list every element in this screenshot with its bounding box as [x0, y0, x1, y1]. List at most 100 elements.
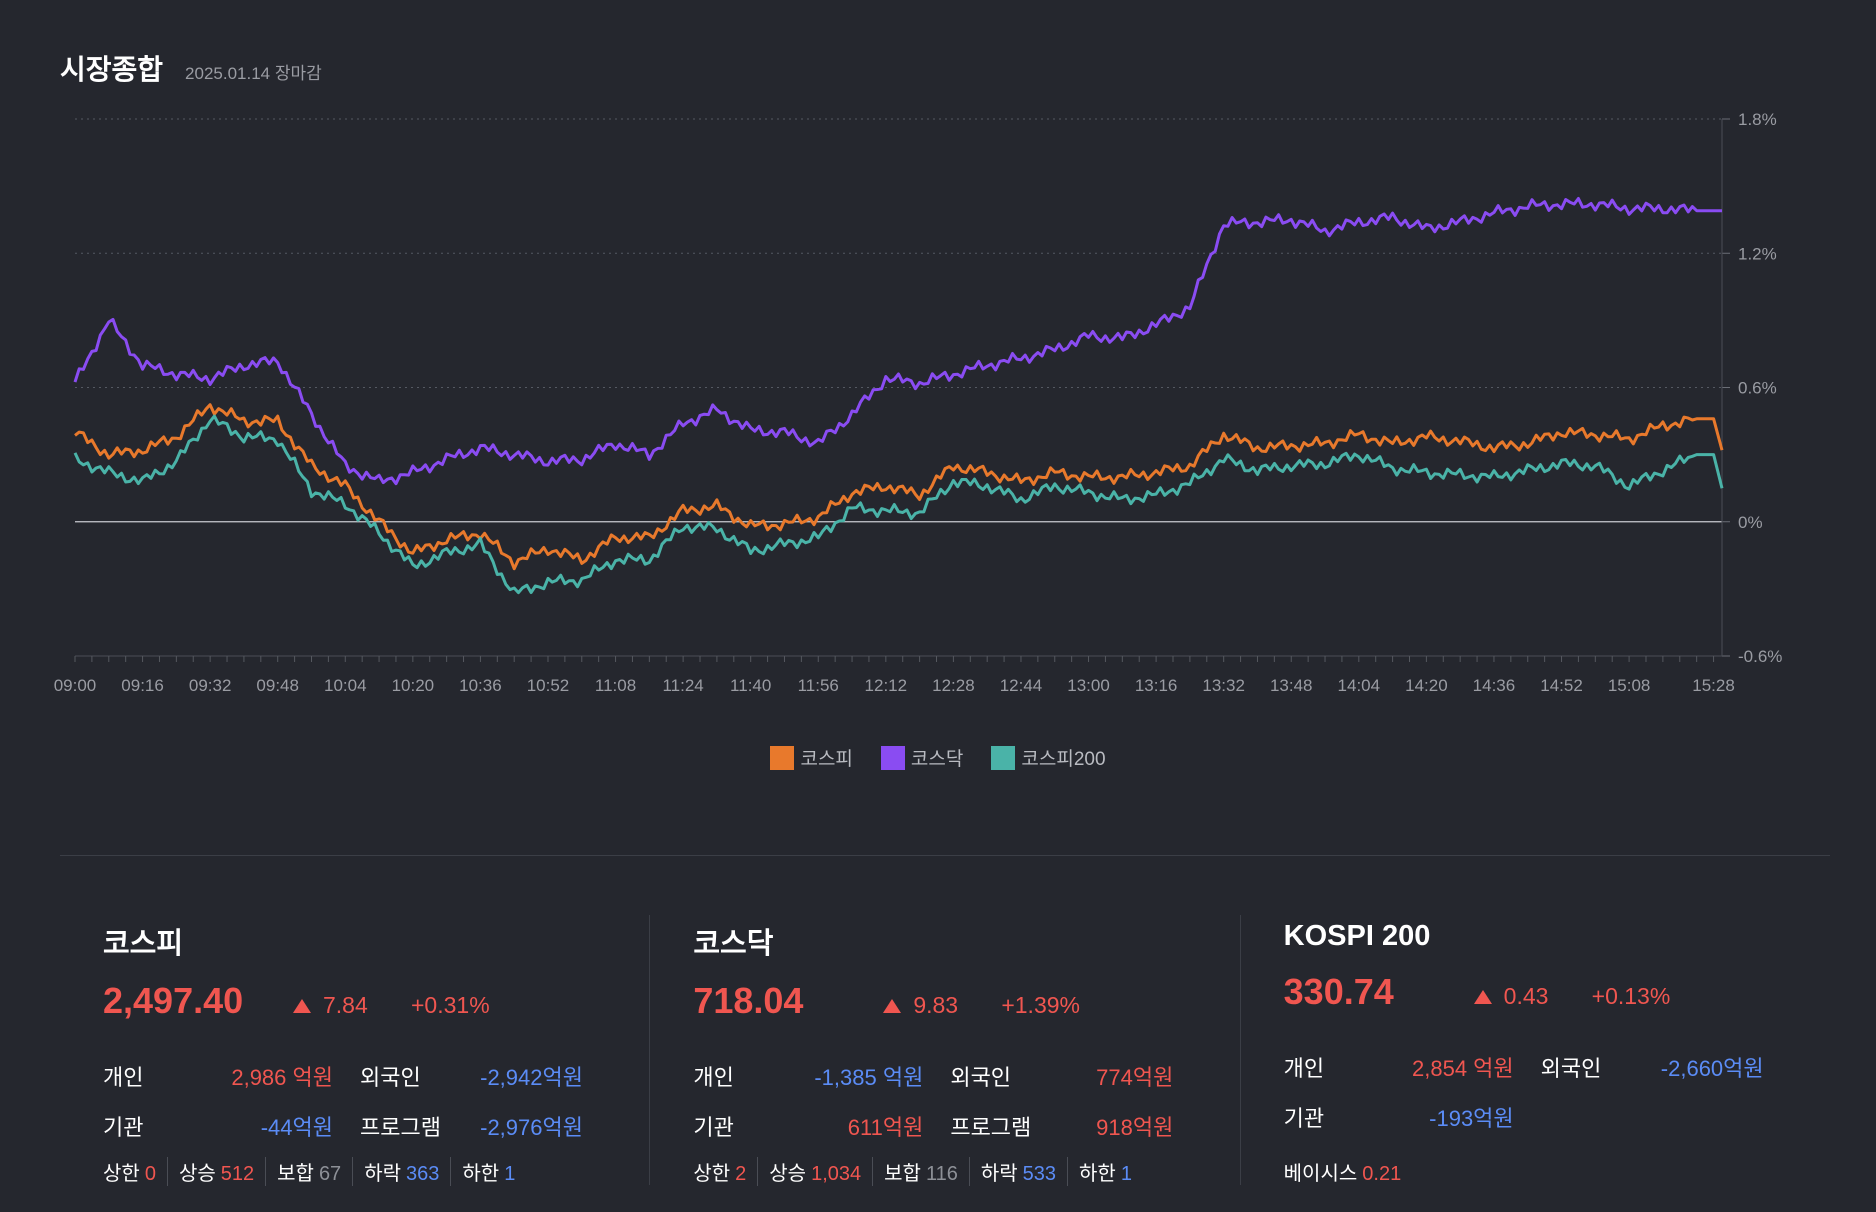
stat-label: 하락 — [364, 1163, 401, 1185]
series-line-kosdaq — [73, 197, 1722, 486]
breadth-stats: 상한 2 상승 1,034 보합 116 하락 533 하한 1 — [693, 1157, 1143, 1186]
stat-label: 하한 — [462, 1163, 500, 1185]
stat-label: 보합 — [277, 1163, 314, 1185]
stat-upper-limit: 상한 2 — [693, 1157, 757, 1186]
flow-value-institution: -44억원 — [260, 1115, 333, 1140]
legend-swatch-kosdaq — [880, 745, 905, 770]
flow-label-individual: 개인 — [693, 1065, 734, 1090]
index-value: 2,497.40 — [103, 980, 244, 1021]
stat-declining: 하락 533 — [968, 1157, 1067, 1186]
legend-item-kospi[interactable]: 코스피 — [770, 744, 853, 771]
stat-unchanged: 보합 67 — [265, 1157, 352, 1186]
x-tick-label: 10:36 — [459, 676, 502, 695]
up-triangle-icon — [883, 999, 902, 1013]
flow-label-institution: 기관 — [103, 1115, 144, 1140]
stat-unchanged: 보합 116 — [872, 1157, 969, 1186]
flow-value-individual: -1,385 억원 — [814, 1065, 924, 1090]
stat-value: 1,034 — [811, 1163, 862, 1185]
stat-value: 2 — [735, 1163, 747, 1185]
index-value: 718.04 — [693, 980, 804, 1021]
flow-value-institution: 611억원 — [847, 1115, 924, 1140]
y-tick-label: 0.6% — [1738, 379, 1777, 398]
legend-item-kosdaq[interactable]: 코스닥 — [880, 744, 964, 771]
chart-legend: 코스피 코스닥 코스피200 — [0, 744, 1876, 771]
stat-value: 0 — [144, 1163, 156, 1185]
up-triangle-icon — [293, 999, 311, 1013]
index-change-rate: +0.13% — [1591, 983, 1671, 1009]
y-tick-label: -0.6% — [1738, 647, 1782, 666]
x-tick-label: 10:52 — [527, 676, 570, 695]
stat-declining: 하락 363 — [352, 1157, 450, 1186]
page-title: 시장종합 — [60, 54, 164, 85]
market-close-date: 2025.01.14 장마감 — [185, 64, 322, 83]
flow-label-program: 프로그램 — [950, 1115, 1032, 1140]
index-panels: 코스피 2,497.40 7.84 +0.31% 개인 2,986 억원 외국인… — [60, 915, 1830, 1186]
stat-value: 0.21 — [1362, 1163, 1402, 1185]
x-tick-label: 12:44 — [1000, 676, 1043, 695]
y-tick-label: 1.2% — [1738, 244, 1777, 263]
stat-label: 상승 — [178, 1163, 216, 1185]
index-quote: 718.04 9.83 +1.39% — [693, 980, 1239, 1022]
flow-label-program: 프로그램 — [360, 1115, 441, 1140]
section-divider — [60, 855, 1830, 856]
stat-advancing: 상승 512 — [166, 1157, 265, 1186]
flow-value-program: -2,976억원 — [480, 1115, 583, 1140]
x-tick-label: 13:32 — [1202, 676, 1245, 695]
stat-value: 1 — [1120, 1163, 1132, 1185]
flow-value-individual: 2,854 억원 — [1412, 1056, 1514, 1081]
x-tick-label: 12:12 — [865, 676, 908, 695]
x-tick-label: 09:16 — [121, 676, 164, 695]
y-tick-label: 0% — [1738, 513, 1763, 532]
flow-label-foreign: 외국인 — [360, 1065, 421, 1090]
y-tick-label: 1.8% — [1738, 110, 1777, 129]
stat-upper-limit: 상한 0 — [103, 1157, 167, 1186]
stat-lower-limit: 하한 1 — [450, 1157, 526, 1186]
index-change-rate: +1.39% — [1001, 992, 1080, 1018]
flow-value-institution: -193억원 — [1429, 1106, 1514, 1131]
index-change: 7.84 — [323, 992, 368, 1018]
legend-swatch-kospi200 — [991, 745, 1016, 770]
flow-value-foreign: -2,942억원 — [480, 1065, 583, 1090]
x-tick-label: 12:28 — [932, 676, 975, 695]
series-line-kospi — [74, 403, 1724, 571]
flow-value-foreign: 774억원 — [1096, 1065, 1174, 1090]
stat-lower-limit: 하한 1 — [1067, 1157, 1143, 1186]
x-tick-label: 11:56 — [798, 676, 839, 695]
breadth-stats: 베이시스 0.21 — [1284, 1157, 1413, 1186]
x-tick-label: 14:36 — [1473, 676, 1516, 695]
flow-label-institution: 기관 — [1283, 1106, 1325, 1131]
index-change: 9.83 — [913, 992, 959, 1018]
x-tick-label: 15:28 — [1692, 676, 1735, 695]
market-line-chart: -0.6% 0% 0.6% 1.2% 1.8% 09:00 09:16 09:32 09:48 1… — [54, 110, 1783, 695]
index-name: KOSPI 200 — [1283, 920, 1431, 952]
legend-swatch-kospi — [770, 745, 795, 770]
stat-label: 상한 — [103, 1163, 140, 1185]
legend-label-kospi200: 코스피200 — [1021, 749, 1106, 770]
flow-label-foreign: 외국인 — [950, 1065, 1012, 1090]
index-value: 330.74 — [1283, 971, 1394, 1012]
stat-advancing: 상승 1,034 — [757, 1157, 872, 1186]
flow-value-program: 918억원 — [1096, 1115, 1174, 1140]
stat-value: 533 — [1022, 1163, 1057, 1185]
x-tick-label: 09:48 — [256, 676, 299, 695]
index-name: 코스닥 — [693, 928, 774, 960]
x-tick-label: 09:00 — [54, 676, 97, 695]
flow-label-individual: 개인 — [1283, 1056, 1325, 1081]
up-triangle-icon — [1473, 990, 1492, 1004]
index-change-rate: +0.31% — [411, 992, 490, 1018]
index-panel-kospi200[interactable]: KOSPI 200 330.74 0.43 +0.13% 개인 2,854 억원… — [1239, 915, 1830, 1186]
investor-flows: 개인 -1,385 억원 외국인 774억원 기관 611억원 프로그램 918… — [693, 1060, 1239, 1142]
stat-value: 1 — [504, 1163, 516, 1185]
x-tick-label: 10:04 — [324, 676, 367, 695]
legend-item-kospi200[interactable]: 코스피200 — [991, 744, 1106, 771]
legend-label-kosdaq: 코스닥 — [910, 749, 964, 770]
x-tick-label: 13:00 — [1067, 676, 1110, 695]
index-panel-kospi[interactable]: 코스피 2,497.40 7.84 +0.31% 개인 2,986 억원 외국인… — [60, 915, 649, 1186]
page-header: 시장종합 2025.01.14 장마감 — [60, 48, 322, 88]
investor-flows: 개인 2,854 억원 외국인 -2,660억원 기관 -193억원 — [1284, 1051, 1830, 1133]
stat-value: 116 — [925, 1163, 958, 1185]
stat-label: 하한 — [1079, 1163, 1116, 1185]
x-tick-label: 11:08 — [595, 676, 636, 695]
flow-label-foreign: 외국인 — [1540, 1056, 1602, 1081]
index-panel-kosdaq[interactable]: 코스닥 718.04 9.83 +1.39% 개인 -1,385 억원 외국인 … — [649, 915, 1239, 1186]
